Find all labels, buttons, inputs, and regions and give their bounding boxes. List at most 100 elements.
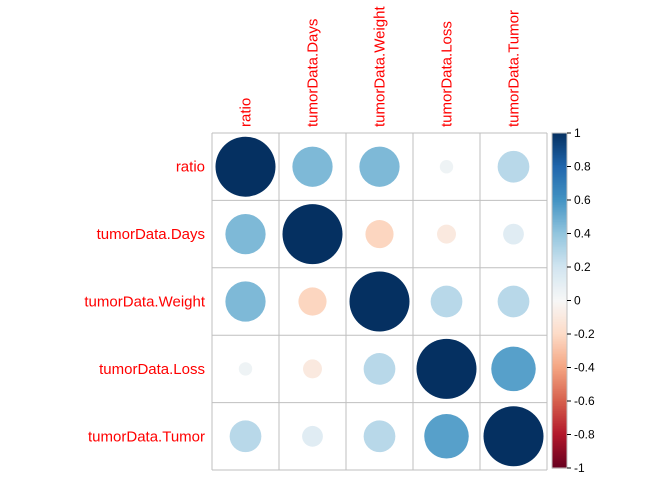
- colorbar-segment: [552, 141, 567, 144]
- colorbar-segment: [552, 181, 567, 184]
- colorbar-segment: [552, 464, 567, 467]
- cell-ratio-tumorData.Weight: [359, 146, 400, 187]
- colorbar-segment: [552, 374, 567, 377]
- colorbar-segment: [552, 183, 567, 186]
- colorbar-segment: [552, 390, 567, 394]
- colorbar-segment: [552, 315, 567, 318]
- colorbar-segment: [552, 419, 567, 422]
- colorbar-segment: [552, 268, 567, 271]
- colorbar-segment: [552, 151, 567, 154]
- cell-tumorData.Weight-tumorData.Tumor: [497, 285, 530, 318]
- colorbar-segment: [552, 354, 567, 357]
- colorbar-segment: [552, 270, 567, 273]
- cell-tumorData.Loss-tumorData.Tumor: [491, 346, 536, 392]
- colorbar-segment: [552, 245, 567, 248]
- colorbar-segment: [552, 310, 567, 313]
- colorbar-segment: [552, 203, 567, 206]
- colorbar-segment: [552, 275, 567, 278]
- colorbar-segment: [552, 462, 567, 466]
- colorbar-segment: [552, 344, 567, 347]
- column-label: tumorData.Loss: [439, 21, 456, 127]
- colorbar-segment: [552, 256, 567, 260]
- colorbar-segment: [552, 335, 567, 338]
- colorbar-segment: [552, 133, 567, 136]
- row-label: ratio: [176, 159, 205, 176]
- colorbar-segment: [552, 216, 567, 220]
- colorbar-segment: [552, 193, 567, 196]
- colorbar-segment: [552, 384, 567, 387]
- colorbar-segment: [552, 228, 567, 231]
- colorbar-segment: [552, 171, 567, 174]
- colorbar-segment: [552, 153, 567, 156]
- colorbar-segment: [552, 449, 567, 452]
- colorbar-segment: [552, 174, 567, 178]
- colorbar-segment: [552, 330, 567, 333]
- colorbar-segment: [552, 225, 567, 228]
- colorbar-segment: [552, 139, 567, 142]
- colorbar-segment: [552, 200, 567, 203]
- colorbar-segment: [552, 250, 567, 253]
- colorbar-segment: [552, 196, 567, 199]
- cell-tumorData.Days-ratio: [225, 213, 266, 255]
- colorbar-segment: [552, 416, 567, 419]
- colorbar-segment: [552, 339, 567, 342]
- row-label: tumorData.Tumor: [88, 428, 205, 445]
- colorbar-segment: [552, 288, 567, 292]
- colorbar-segment: [552, 424, 567, 427]
- colorbar-segment: [552, 427, 567, 431]
- cell-ratio-tumorData.Tumor: [497, 150, 530, 183]
- colorbar-segment: [552, 442, 567, 446]
- colorbar-segment: [552, 426, 567, 429]
- colorbar-segment: [552, 452, 567, 456]
- correlation-cells: [215, 136, 544, 467]
- colorbar-segment: [552, 290, 567, 293]
- colorbar-segment: [552, 365, 567, 369]
- colorbar-segment: [552, 191, 567, 194]
- colorbar-segment: [552, 265, 567, 268]
- colorbar-segment: [552, 208, 567, 211]
- colorbar-tick-label: 0.4: [574, 227, 591, 241]
- colorbar-segment: [552, 189, 567, 193]
- colorbar-segment: [552, 226, 567, 230]
- colorbar-segment: [552, 404, 567, 407]
- colorbar-segment: [552, 173, 567, 176]
- colorbar-segment: [552, 412, 567, 415]
- colorbar-segment: [552, 240, 567, 243]
- colorbar-segment: [552, 305, 567, 308]
- colorbar-segment: [552, 158, 567, 161]
- row-labels: ratio tumorData.Days tumorData.Weight tumor…: [84, 159, 205, 446]
- colorbar-segment: [552, 246, 567, 250]
- colorbar-segment: [552, 402, 567, 405]
- colorbar-segment: [552, 434, 567, 437]
- colorbar-segment: [552, 176, 567, 179]
- colorbar-segment: [552, 146, 567, 149]
- colorbar-segment: [552, 322, 567, 325]
- colorbar-segment: [552, 221, 567, 225]
- colorbar-segment: [552, 138, 567, 141]
- colorbar-segment: [552, 414, 567, 417]
- colorbar-segment: [552, 360, 567, 364]
- colorbar-segment: [552, 295, 567, 298]
- colorbar-segment: [552, 439, 567, 442]
- colorbar-segment: [552, 312, 567, 315]
- colorbar-segment: [552, 369, 567, 372]
- colorbar-segment: [552, 144, 567, 147]
- colorbar-segment: [552, 143, 567, 146]
- column-label: tumorData.Weight: [372, 6, 389, 127]
- colorbar-segment: [552, 161, 567, 164]
- colorbar-tick-label: 0.8: [574, 160, 591, 174]
- cell-tumorData.Loss-tumorData.Days: [303, 359, 322, 379]
- colorbar-segment: [552, 389, 567, 392]
- colorbar-segment: [552, 273, 567, 276]
- colorbar-segment: [552, 300, 567, 303]
- cell-tumorData.Days-tumorData.Weight: [365, 220, 394, 249]
- cell-tumorData.Loss-ratio: [238, 362, 253, 376]
- cell-tumorData.Tumor-tumorData.Tumor: [483, 406, 544, 467]
- colorbar-segment: [552, 345, 567, 348]
- colorbar-segment: [552, 436, 567, 439]
- colorbar-segment: [552, 325, 567, 328]
- colorbar-segment: [552, 186, 567, 189]
- colorbar-segment: [552, 451, 567, 454]
- colorbar-segment: [552, 241, 567, 245]
